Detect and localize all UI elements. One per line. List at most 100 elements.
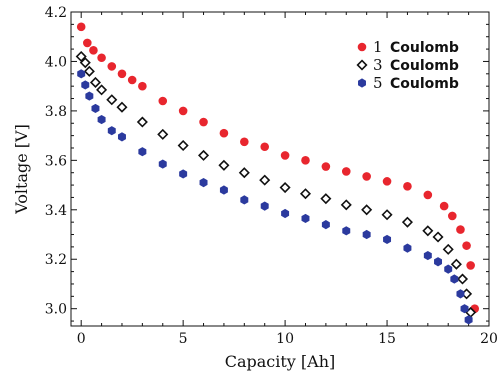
data-point — [158, 159, 167, 169]
y-tick-label: 3.8 — [45, 104, 67, 120]
data-point — [178, 106, 188, 116]
data-point — [260, 142, 270, 152]
data-point — [462, 241, 471, 250]
data-point — [106, 94, 118, 106]
data-point — [218, 159, 230, 171]
data-point — [136, 116, 148, 128]
data-point — [320, 193, 332, 205]
data-point — [117, 132, 126, 142]
y-tick-label: 3.4 — [45, 203, 67, 219]
legend-number: 3 — [373, 56, 383, 74]
data-point — [447, 211, 457, 221]
data-point — [450, 274, 459, 284]
data-point — [423, 250, 432, 261]
x-tick-label: 15 — [378, 331, 396, 347]
legend-marker — [357, 42, 367, 52]
data-point — [279, 182, 291, 194]
x-tick-label: 5 — [179, 331, 188, 347]
legend-label: Coulomb — [390, 58, 459, 74]
data-point — [383, 234, 392, 245]
data-point — [91, 103, 100, 114]
data-point — [107, 62, 117, 71]
data-point — [240, 137, 249, 147]
data-point — [299, 188, 312, 200]
data-point — [460, 304, 469, 314]
data-point — [83, 38, 92, 48]
legend-label: Coulomb — [390, 76, 459, 92]
data-point — [238, 167, 250, 179]
data-point — [403, 182, 412, 191]
data-point — [219, 185, 228, 195]
data-point — [138, 81, 147, 91]
data-point — [423, 190, 433, 200]
y-tick-label: 4.0 — [45, 54, 67, 70]
legend-label: Coulomb — [390, 40, 459, 56]
legend: 1 Coulomb 3 Coulomb 5 Coulomb — [356, 38, 459, 92]
x-axis-label: Capacity [Ah] — [225, 352, 336, 371]
data-point — [127, 75, 137, 85]
legend-number: 1 — [373, 38, 383, 56]
data-point — [450, 258, 462, 270]
data-point — [107, 126, 116, 136]
data-point — [79, 57, 91, 69]
data-point — [198, 149, 210, 161]
data-point — [341, 167, 351, 176]
data-point — [81, 80, 90, 90]
data-point — [301, 213, 310, 224]
data-point — [199, 178, 208, 188]
data-point — [321, 162, 331, 171]
data-point — [401, 216, 413, 228]
data-point — [464, 315, 473, 325]
data-point — [456, 289, 465, 299]
series-5-coulomb — [77, 69, 473, 325]
data-point — [362, 172, 371, 181]
y-axis-label: Voltage [V] — [12, 124, 31, 215]
axis-tick-labels: 0 5 10 15 203.03.23.43.63.84.04.2 — [45, 5, 498, 347]
legend-item: 1 Coulomb — [357, 38, 459, 56]
data-point — [158, 96, 168, 106]
data-point — [177, 139, 189, 152]
data-point — [434, 257, 443, 267]
plot-area — [70, 11, 490, 327]
data-point — [219, 128, 229, 138]
x-tick-label: 0 — [77, 331, 86, 347]
data-point — [240, 195, 249, 205]
data-point — [381, 209, 393, 221]
data-point — [116, 101, 128, 113]
axis-ticks — [71, 11, 490, 326]
data-markers — [75, 22, 480, 325]
data-point — [444, 264, 453, 274]
data-point — [77, 69, 86, 79]
legend-item: 3 Coulomb — [356, 56, 459, 74]
data-point — [280, 151, 290, 160]
data-point — [456, 225, 465, 234]
data-point — [340, 199, 352, 211]
data-point — [97, 53, 106, 63]
data-point — [442, 243, 454, 255]
y-tick-label: 3.6 — [45, 153, 67, 169]
data-point — [281, 208, 290, 219]
data-point — [439, 201, 449, 211]
data-point — [179, 169, 188, 179]
data-point — [157, 128, 169, 140]
data-point — [97, 114, 106, 125]
data-point — [89, 46, 98, 55]
data-point — [83, 65, 95, 77]
data-point — [76, 22, 86, 32]
data-point — [85, 91, 94, 101]
data-point — [382, 177, 392, 186]
y-tick-label: 3.0 — [45, 302, 67, 318]
data-point — [96, 84, 108, 96]
y-tick-label: 3.2 — [45, 252, 67, 268]
legend-marker — [356, 59, 368, 71]
data-point — [456, 273, 469, 285]
data-point — [361, 204, 373, 216]
data-point — [138, 147, 147, 157]
data-point — [321, 220, 330, 230]
data-point — [466, 261, 475, 270]
y-tick-label: 4.2 — [45, 5, 67, 21]
data-point — [422, 225, 434, 237]
data-point — [432, 231, 444, 243]
data-point — [199, 117, 208, 127]
